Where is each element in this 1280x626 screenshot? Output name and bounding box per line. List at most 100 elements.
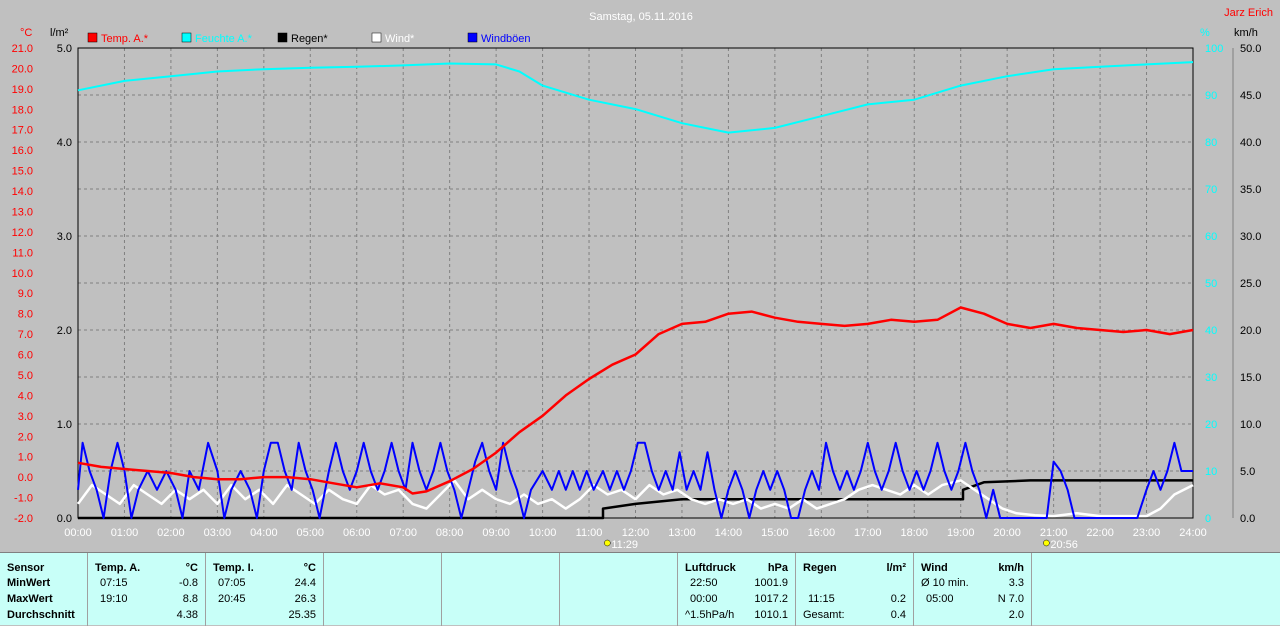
time-axis-tick-label: 12:00 (622, 527, 650, 539)
humidity-axis-unit: % (1200, 27, 1210, 39)
pressure-max-value: 1017.2 (754, 593, 788, 605)
time-marker-label: 20:56 (1050, 539, 1078, 551)
time-axis-tick-label: 20:00 (993, 527, 1021, 539)
time-axis-tick-label: 05:00 (297, 527, 325, 539)
time-axis: 00:00 01:00 02:00 03:00 04:00 05:00 06:00 07:00… (64, 527, 1207, 539)
wind-avg10-value: 3.3 (1008, 577, 1024, 589)
temp-i-header: Temp. I. (213, 562, 254, 574)
time-axis-tick-label: 08:00 (436, 527, 464, 539)
series-line-rain (78, 479, 1193, 520)
humidity-axis-tick-label: 60 (1205, 231, 1217, 243)
time-axis-tick-label: 00:00 (64, 527, 92, 539)
empty-column-1 (324, 553, 442, 626)
temp-axis-tick-label: 3.0 (18, 411, 33, 423)
temp-axis-tick-label: 19.0 (12, 84, 33, 96)
temp-a-min-value: -0.8 (179, 577, 198, 589)
temp-i-unit: °C (303, 562, 316, 574)
wind-axis-tick-label: 5.0 (1240, 466, 1255, 478)
wind-max-value: N 7.0 (997, 593, 1024, 605)
rain-total-value: 0.4 (890, 609, 906, 621)
temp-axis-tick-label: 21.0 (12, 43, 33, 55)
temp-axis-tick-label: 17.0 (12, 125, 33, 137)
legend-swatch (277, 32, 288, 43)
time-axis-tick-label: 17:00 (854, 527, 882, 539)
temp-axis-tick-label: 14.0 (12, 186, 33, 198)
empty-column-3 (560, 553, 678, 626)
humidity-axis-tick-label: 20 (1205, 419, 1217, 431)
temp-axis-tick-label: 4.0 (18, 390, 33, 402)
humidity-axis-tick-label: 40 (1205, 325, 1217, 337)
time-axis-tick-label: 15:00 (761, 527, 789, 539)
series-line-temp (77, 306, 1194, 495)
sun-marker-icon (604, 539, 611, 547)
rain-axis-tick-label: 5.0 (57, 43, 72, 55)
wind-axis: 50.0 45.0 40.0 35.0 30.0 25.0 20.0 15.0 10.0 5.0 0… (1232, 43, 1261, 525)
rain-unit: l/m² (886, 562, 906, 574)
pressure-max-time: 00:00 (690, 593, 718, 605)
legend-label: Windböen (481, 33, 531, 45)
legend-swatch (87, 32, 98, 43)
humidity-axis-tick-label: 30 (1205, 372, 1217, 384)
wind-axis-tick-label: 50.0 (1240, 43, 1261, 55)
legend-swatch (467, 32, 478, 43)
rain-axis-tick-label: 3.0 (57, 231, 72, 243)
time-marker-label: 11:29 (611, 539, 638, 551)
temp-axis-tick-label: 20.0 (12, 63, 33, 75)
wind-header: Wind (921, 562, 948, 574)
series-line-wind (76, 479, 1194, 518)
temp-axis-tick-label: 1.0 (18, 452, 33, 464)
sun-marker-icon (1043, 539, 1050, 547)
chart-author: Jarz Erich (1224, 7, 1273, 19)
sensor-header: Sensor (7, 562, 45, 574)
time-axis-tick-label: 14:00 (715, 527, 743, 539)
time-axis-tick-label: 09:00 (482, 527, 510, 539)
temp-a-column: Temp. A. °C 07:15 -0.8 19:10 8.8 4.38 (88, 553, 206, 626)
wind-max-time: 05:00 (926, 593, 954, 605)
wind-avg10-label: Ø 10 min. (921, 577, 969, 589)
time-axis-tick-label: 16:00 (808, 527, 836, 539)
temp-a-avg-value: 4.38 (176, 609, 198, 621)
temp-axis-tick-label: -1.0 (14, 493, 33, 505)
pressure-avg-value: 1010.1 (754, 609, 788, 621)
rain-max-time: 11:15 (808, 593, 835, 605)
temp-axis-tick-label: 9.0 (18, 288, 33, 300)
series-line-humidity (77, 61, 1194, 134)
temp-i-avg-value: 25.35 (288, 609, 316, 621)
pressure-header: Luftdruck (685, 562, 736, 574)
wind-unit: km/h (998, 562, 1024, 574)
wind-column: Wind km/h Ø 10 min. 3.3 05:00 N 7.0 2.0 (914, 553, 1032, 626)
wind-axis-tick-label: 15.0 (1240, 372, 1261, 384)
temp-a-max-time: 19:10 (100, 593, 128, 605)
temp-axis-tick-label: 8.0 (18, 309, 33, 321)
temp-axis-tick-label: 12.0 (12, 227, 33, 239)
wind-axis-tick-label: 30.0 (1240, 231, 1261, 243)
time-axis-tick-label: 06:00 (343, 527, 371, 539)
temp-axis-tick-label: 13.0 (12, 206, 33, 218)
temp-a-unit: °C (185, 562, 198, 574)
time-markers: 11:29 20:56 (604, 539, 1078, 551)
humidity-axis-tick-label: 50 (1205, 278, 1217, 290)
wind-axis-tick-label: 0.0 (1240, 513, 1255, 525)
time-axis-tick-label: 23:00 (1133, 527, 1161, 539)
wind-axis-tick-label: 25.0 (1240, 278, 1261, 290)
pressure-unit: hPa (767, 562, 788, 574)
stats-panel: Sensor MinWert MaxWert Durchschnitt Temp… (0, 552, 1280, 626)
time-axis-tick-label: 10:00 (529, 527, 557, 539)
legend: Temp. A.* Feuchte A.* Regen* Wind* Windböen (87, 32, 531, 45)
weather-chart: Samstag, 05.11.2016 Jarz Erich °C l/m² %… (11, 7, 1273, 551)
temp-i-max-value: 26.3 (294, 593, 316, 605)
wind-axis-tick-label: 40.0 (1240, 137, 1261, 149)
rain-axis-tick-label: 0.0 (57, 513, 72, 525)
humidity-axis-tick-label: 80 (1205, 137, 1217, 149)
series-lines (76, 61, 1194, 520)
rain-total-label: Gesamt: (803, 609, 845, 621)
time-axis-tick-label: 22:00 (1086, 527, 1114, 539)
legend-label: Wind* (385, 33, 415, 45)
legend-label: Regen* (291, 33, 328, 45)
rain-axis-tick-label: 1.0 (57, 419, 72, 431)
temp-axis-tick-label: 5.0 (18, 370, 33, 382)
humidity-axis-tick-label: 10 (1205, 466, 1217, 478)
wind-axis-tick-label: 20.0 (1240, 325, 1261, 337)
time-axis-tick-label: 01:00 (111, 527, 139, 539)
